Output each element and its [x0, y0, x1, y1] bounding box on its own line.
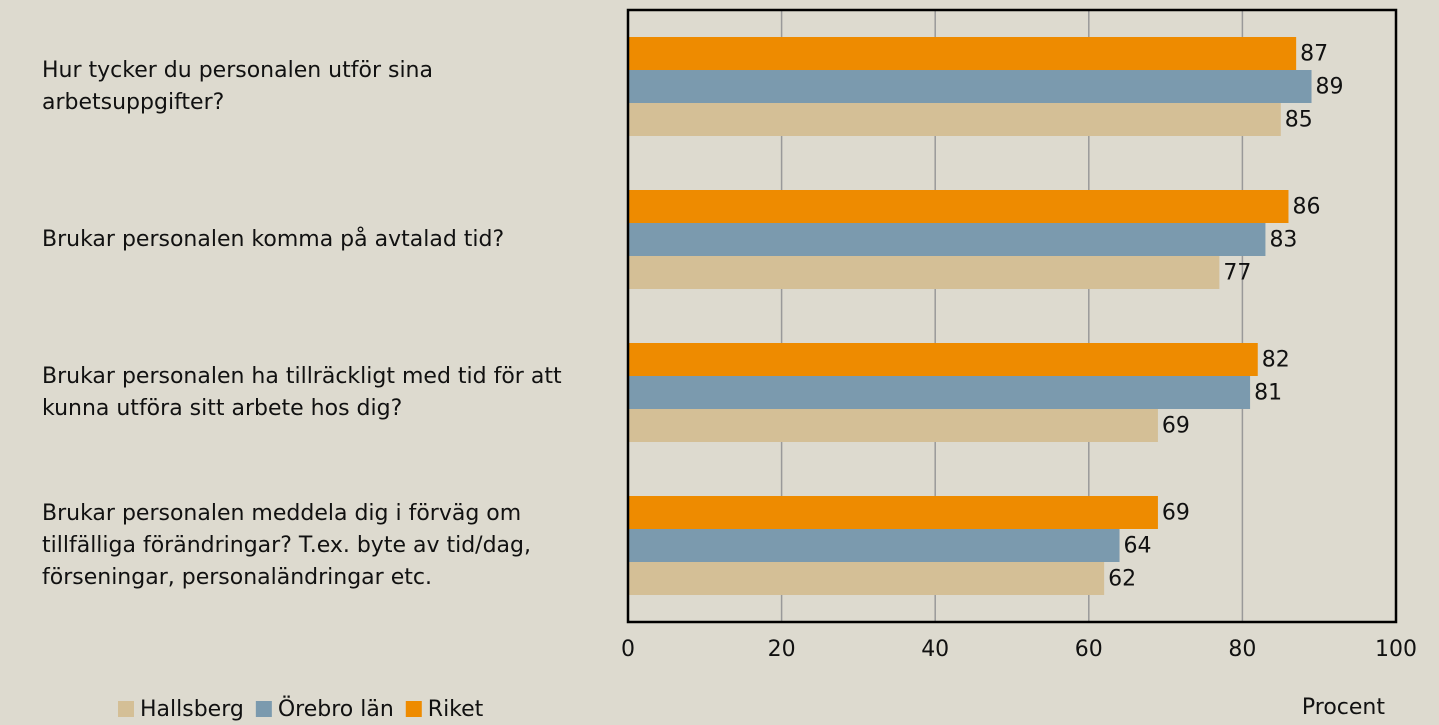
- category-label: Brukar personalen meddela dig i förväg o…: [42, 500, 531, 590]
- value-label: 83: [1269, 228, 1297, 253]
- value-label: 81: [1254, 381, 1282, 406]
- bar: [628, 496, 1158, 529]
- legend-label: Hallsberg: [140, 697, 244, 722]
- bar: [628, 376, 1251, 409]
- value-label: 69: [1162, 501, 1190, 526]
- bar: [628, 256, 1220, 289]
- value-label: 77: [1223, 261, 1251, 286]
- bar: [628, 223, 1266, 256]
- bar: [628, 70, 1312, 103]
- legend-swatch: [255, 701, 272, 717]
- category-label: Hur tycker du personalen utför sina arbe…: [42, 57, 433, 115]
- bar: [628, 562, 1105, 595]
- x-tick-label: 60: [1075, 637, 1103, 662]
- legend-swatch: [405, 701, 422, 717]
- bar: [628, 190, 1289, 223]
- value-label: 87: [1300, 42, 1328, 67]
- value-label: 82: [1262, 348, 1290, 373]
- value-label: 89: [1316, 75, 1344, 100]
- x-tick-label: 100: [1375, 637, 1417, 662]
- bar: [628, 343, 1258, 376]
- category-label: Brukar personalen komma på avtalad tid?: [42, 226, 505, 252]
- value-label: 86: [1292, 195, 1320, 220]
- value-label: 64: [1124, 534, 1152, 559]
- bar: [628, 37, 1297, 70]
- category-label: Brukar personalen ha tillräckligt med ti…: [42, 363, 562, 421]
- x-tick-label: 20: [768, 637, 796, 662]
- x-tick-label: 0: [621, 637, 635, 662]
- legend-swatch: [118, 701, 134, 717]
- value-label: 85: [1285, 108, 1313, 133]
- value-label: 62: [1108, 567, 1136, 592]
- bar: [628, 529, 1120, 562]
- plot-border: [626, 8, 1398, 624]
- bar: [628, 409, 1158, 442]
- legend-label: Örebro län: [278, 696, 394, 722]
- value-label: 69: [1162, 414, 1190, 439]
- x-tick-label: 40: [921, 637, 949, 662]
- bar: [628, 103, 1281, 136]
- legend-label: Riket: [428, 697, 484, 722]
- x-axis-label: Procent: [1302, 695, 1385, 720]
- x-tick-label: 80: [1228, 637, 1256, 662]
